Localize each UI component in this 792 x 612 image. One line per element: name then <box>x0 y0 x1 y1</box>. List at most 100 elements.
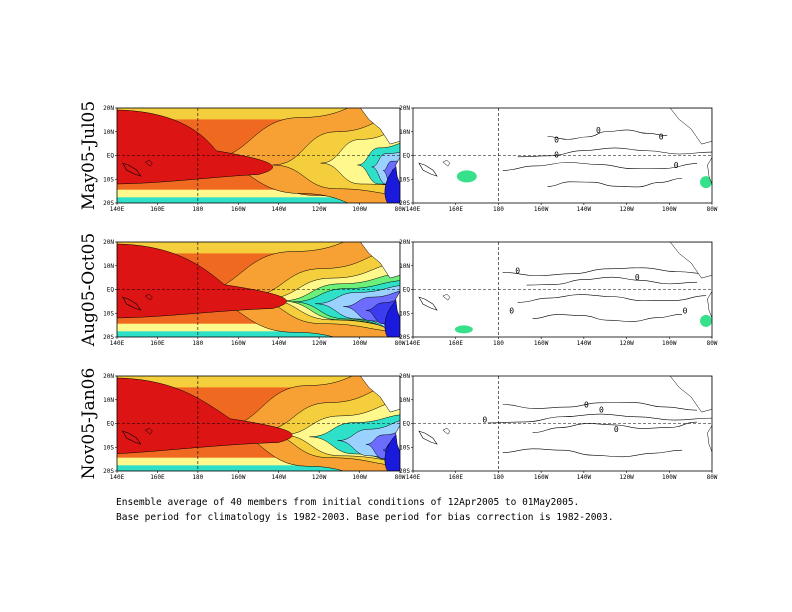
contour-zero-label-4: 0 <box>674 161 679 170</box>
right-row-3-lon-label-160e: 160E <box>448 474 463 481</box>
right-row-1-land-south-america <box>707 156 712 185</box>
left-row-1-lon-label-140w: 140W <box>271 206 286 213</box>
right-row-1-lon-label-80w: 80W <box>707 206 718 213</box>
right-row-1-lat-label-10n: 10N <box>399 129 410 136</box>
right-row-2-lon-label-80w: 80W <box>707 340 718 347</box>
left-row-3-land-central-america <box>360 376 400 413</box>
left-row-2-lat-label-eq: EQ <box>107 287 115 294</box>
right-row-3-lon-label-180: 180 <box>493 474 504 481</box>
left-row-3-lon-label-80w: 80W <box>395 474 406 481</box>
contour-line-4 <box>547 178 683 188</box>
contour-shading-2 <box>700 314 712 327</box>
right-row-3-lat-label-eq: EQ <box>403 421 411 428</box>
contour-line-3 <box>532 421 698 433</box>
right-row-2-land-central-america <box>669 242 712 279</box>
contour-zero-label-4: 0 <box>683 306 688 315</box>
right-row-2-lon-label-140w: 140W <box>577 340 592 347</box>
right-row-1-lon-label-140w: 140W <box>577 206 592 213</box>
heatmap-south-edge <box>117 197 400 203</box>
left-row-2-lon-label-80w: 80W <box>395 340 406 347</box>
left-row-1-lon-label-100w: 100W <box>352 206 367 213</box>
right-row-3-lat-label-20n: 20N <box>399 373 410 380</box>
left-row-2-lon-label-160w: 160W <box>231 340 246 347</box>
right-row-2-lat-label-20n: 20N <box>399 239 410 246</box>
right-row-1-land-central-america <box>669 108 712 145</box>
left-row-1-lon-label-120w: 120W <box>312 206 327 213</box>
contour-field-row-3: 0 0 0 0 <box>413 376 712 471</box>
contour-shading-1 <box>454 325 473 334</box>
right-row-1-lon-label-180: 180 <box>493 206 504 213</box>
left-row-2-lat-label-20n: 20N <box>103 239 114 246</box>
left-row-2-lon-label-180: 180 <box>192 340 203 347</box>
contour-line-3 <box>517 294 707 303</box>
left-row-2-land-south-america <box>395 290 400 319</box>
contour-field-row-2: 0 0 0 0 <box>413 242 712 337</box>
right-row-1-lat-label-10s: 10S <box>399 176 410 183</box>
left-row-1-lat-label-eq: EQ <box>107 153 115 160</box>
contour-shading-1 <box>456 170 477 183</box>
contour-line-4 <box>502 448 683 458</box>
left-row-1-lon-label-160w: 160W <box>231 206 246 213</box>
contour-zero-label-3: 0 <box>482 416 487 425</box>
left-row-1-land-islands <box>144 159 153 167</box>
left-row-1-lon-label-180: 180 <box>192 206 203 213</box>
contour-background <box>413 376 712 471</box>
contour-background <box>413 242 712 337</box>
left-row-2-lon-label-140w: 140W <box>271 340 286 347</box>
heatmap-north-band <box>117 242 400 254</box>
left-row-2-lat-label-20s: 20S <box>103 334 114 341</box>
left-row-3-lon-label-160w: 160W <box>231 474 246 481</box>
left-row-3-lat-label-20n: 20N <box>103 373 114 380</box>
left-row-2-lon-label-140e: 140E <box>110 340 125 347</box>
contour-zero-label-4: 0 <box>614 425 619 434</box>
heatmap-south-edge <box>117 331 400 337</box>
right-row-3-land-islands <box>442 427 451 435</box>
left-row-2-land-islands <box>144 293 153 301</box>
contour-background <box>413 108 712 203</box>
right-row-1-lon-label-160e: 160E <box>448 206 463 213</box>
heatmap-warm-pool <box>117 243 287 319</box>
right-row-2-lat-label-20s: 20S <box>399 334 410 341</box>
right-row-3-lon-label-160w: 160W <box>534 474 549 481</box>
right-row-2-lon-label-160w: 160W <box>534 340 549 347</box>
contour-line-3 <box>502 162 698 171</box>
row-label-3: Nov05-Jan06 <box>79 368 99 480</box>
left-row-1-lon-label-160e: 160E <box>150 206 165 213</box>
right-row-1-lat-label-20s: 20S <box>399 200 410 207</box>
right-row-1-lat-label-eq: EQ <box>403 153 411 160</box>
right-row-1-lon-label-140e: 140E <box>406 206 421 213</box>
right-row-2-lon-label-180: 180 <box>493 340 504 347</box>
left-row-2-lat-label-10n: 10N <box>103 263 114 270</box>
contour-zero-label-3: 0 <box>659 133 664 142</box>
right-row-2-land-south-america <box>707 290 712 319</box>
right-row-2-land-new-guinea <box>418 296 438 311</box>
left-row-2-lat-label-10s: 10S <box>103 310 114 317</box>
left-row-3-lat-label-10s: 10S <box>103 444 114 451</box>
right-row-1-lon-label-100w: 100W <box>662 206 677 213</box>
left-row-1-land-new-guinea <box>122 162 142 177</box>
heatmap-warm-pool <box>117 109 273 185</box>
right-panel-row-3: 0 0 0 0 140E 160E 180 160W 140W 120W 100W 80W 20S 10S… <box>399 373 718 481</box>
right-row-1-lon-label-120w: 120W <box>619 206 634 213</box>
heatmap-south-edge <box>117 465 400 471</box>
right-row-2-lon-label-120w: 120W <box>619 340 634 347</box>
right-row-3-land-south-america <box>707 424 712 453</box>
contour-line-1 <box>502 402 698 411</box>
right-panel-row-2: 0 0 0 0 140E 160E 180 160W 140W 120W 100W 80W 20S 10S… <box>399 239 718 347</box>
left-row-1-lat-label-20n: 20N <box>103 105 114 112</box>
contour-line-2 <box>526 276 698 286</box>
left-row-1-lat-label-20s: 20S <box>103 200 114 207</box>
right-row-1-lon-label-160w: 160W <box>534 206 549 213</box>
contour-line-1 <box>502 267 712 277</box>
contour-zero-label-1: 0 <box>554 135 559 144</box>
left-row-2-land-new-guinea <box>122 296 142 311</box>
caption-line-1: Ensemble average of 40 members from init… <box>116 497 580 508</box>
heatmap-field-row-2 <box>117 242 400 337</box>
right-row-3-lat-label-10n: 10N <box>399 397 410 404</box>
heatmap-field-row-3 <box>117 376 400 471</box>
right-row-2-lat-label-eq: EQ <box>403 287 411 294</box>
left-row-2-lon-label-160e: 160E <box>150 340 165 347</box>
contour-zero-label-3: 0 <box>509 306 514 315</box>
left-row-1-lat-label-10s: 10S <box>103 176 114 183</box>
